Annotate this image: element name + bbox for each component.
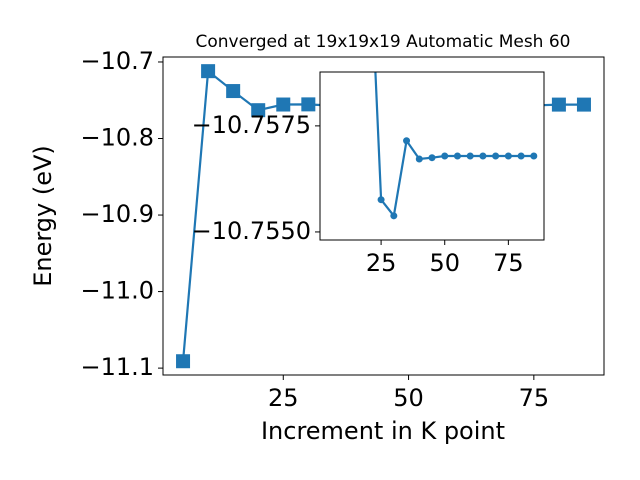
data-point [201, 64, 216, 79]
data-point [453, 152, 461, 160]
data-point [301, 97, 316, 112]
axes-frame [319, 71, 545, 241]
x-tick-label: 25 [366, 249, 397, 277]
y-axis-label: Energy (eV) [29, 145, 57, 287]
data-point [415, 155, 423, 163]
y-tick-label: −10.7550 [192, 217, 311, 245]
chart-title: Converged at 19x19x19 Automatic Mesh 60 [196, 32, 571, 52]
x-tick-label: 50 [393, 384, 424, 412]
data-point [576, 97, 591, 112]
data-point [251, 103, 266, 118]
y-tick-label: −10.9 [80, 200, 154, 228]
data-point [428, 154, 436, 162]
x-tick-label: 75 [519, 384, 550, 412]
x-tick-label: 50 [429, 249, 460, 277]
y-tick-label: −11.1 [80, 353, 154, 381]
y-tick-label: −10.7 [80, 47, 154, 75]
data-point [466, 152, 474, 160]
data-point [517, 152, 525, 160]
data-point [479, 152, 487, 160]
data-point [276, 97, 291, 112]
data-point [226, 84, 241, 99]
data-point [441, 152, 449, 160]
data-point [551, 97, 566, 112]
x-tick-label: 25 [268, 384, 299, 412]
x-axis-label: Increment in K point [261, 417, 505, 445]
axes-frame [162, 56, 605, 376]
data-point [492, 152, 500, 160]
y-tick-label: −10.8 [80, 124, 154, 152]
data-point [176, 354, 191, 369]
data-point [390, 212, 398, 220]
data-point [377, 196, 385, 204]
y-tick-label: −11.0 [80, 277, 154, 305]
data-point [403, 137, 411, 145]
data-point [504, 152, 512, 160]
y-tick-label: −10.7575 [192, 111, 311, 139]
x-tick-label: 75 [493, 249, 524, 277]
plot [374, 72, 538, 220]
data-point [530, 152, 538, 160]
